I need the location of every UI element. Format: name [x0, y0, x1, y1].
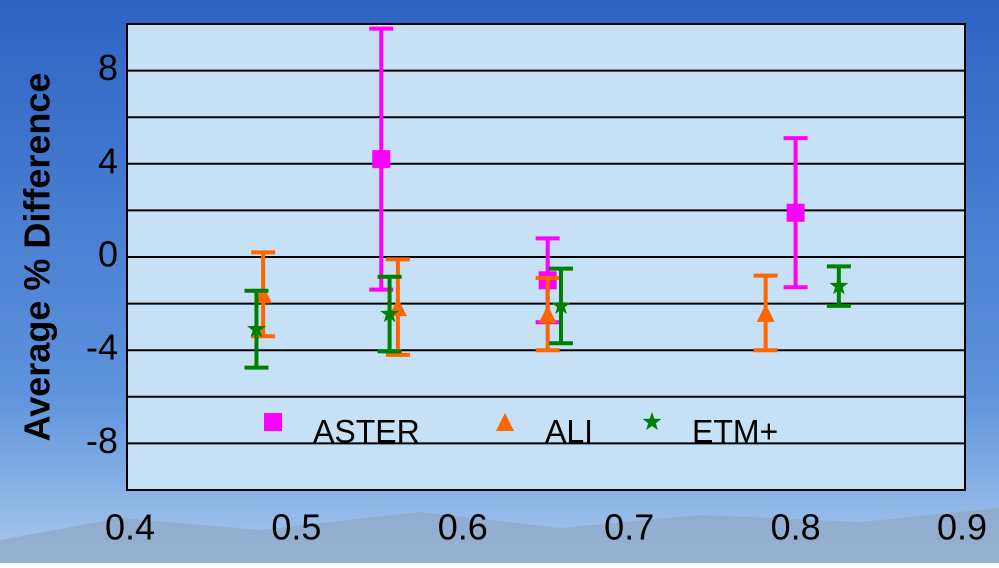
- y-tick-label: -8: [86, 420, 118, 461]
- chart: Average % Difference -8 -4 0 4 8 0.4 0.5 0.6 0.7…: [0, 0, 999, 563]
- data-point: [787, 204, 805, 222]
- legend-label: ETM+: [692, 413, 778, 449]
- data-point: [372, 150, 390, 168]
- x-tick-label: 0.6: [438, 507, 488, 548]
- legend-label: ALI: [545, 413, 593, 449]
- x-tick-label: 0.7: [604, 507, 654, 548]
- y-tick-label: 0: [98, 234, 118, 275]
- x-tick-label: 0.8: [771, 507, 821, 548]
- legend-marker: [264, 413, 282, 431]
- x-tick-label: 0.5: [271, 507, 321, 548]
- y-axis-label: Average % Difference: [17, 73, 58, 442]
- x-tick-label: 0.4: [105, 507, 155, 548]
- legend-label: ASTER: [313, 413, 420, 449]
- y-tick-label: -4: [86, 327, 118, 368]
- x-tick-label: 0.9: [937, 507, 987, 548]
- y-tick-label: 8: [98, 47, 118, 88]
- page: {"chart_data": {"type": "errorbar", "y_l…: [0, 0, 999, 563]
- y-tick-label: 4: [98, 140, 118, 181]
